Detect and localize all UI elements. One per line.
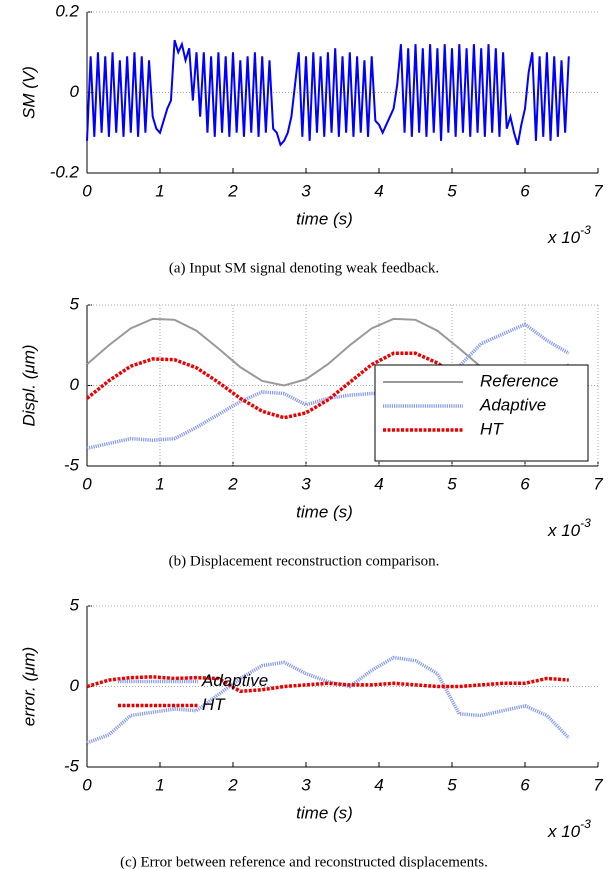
y-tick-label: 0 <box>70 82 80 101</box>
x-tick-label: 4 <box>374 474 383 493</box>
x-scale-text: x 10 <box>547 228 581 247</box>
series-line <box>86 322 570 450</box>
x-scale-text: x 10 <box>547 822 581 841</box>
x-tick-label: 0 <box>82 474 92 493</box>
y-tick-label: 0 <box>70 676 80 695</box>
x-tick-label: 5 <box>447 181 457 200</box>
x-tick-label: 5 <box>447 775 457 794</box>
y-tick-label: -0.2 <box>50 162 80 181</box>
x-tick-label: 7 <box>593 181 603 200</box>
x-tick-label: 0 <box>82 775 92 794</box>
x-tick-label: 4 <box>374 181 383 200</box>
x-scale-label: x 10-3 <box>547 817 591 841</box>
y-tick-label: 0 <box>70 375 80 394</box>
series-line <box>86 39 570 147</box>
x-scale-label: x 10-3 <box>547 223 591 247</box>
x-scale-text: x 10 <box>547 521 581 540</box>
y-axis-label: Displ. (μm) <box>19 344 38 426</box>
legend-label: Adaptive <box>201 671 268 690</box>
y-tick-label: -5 <box>64 756 80 775</box>
x-tick-label: 1 <box>155 181 164 200</box>
series-line <box>85 351 483 420</box>
caption: (c) Error between reference and reconstr… <box>120 854 488 869</box>
x-tick-label: 1 <box>155 775 164 794</box>
x-tick-label: 2 <box>227 181 238 200</box>
x-tick-label: 1 <box>155 474 164 493</box>
x-axis-label: time (s) <box>296 803 353 822</box>
x-scale-exponent: -3 <box>580 516 591 530</box>
y-axis-label: SM (V) <box>19 66 38 119</box>
x-scale-exponent: -3 <box>580 817 591 831</box>
x-tick-label: 7 <box>593 474 603 493</box>
x-axis-label: time (s) <box>296 502 353 521</box>
y-tick-label: 5 <box>70 595 80 614</box>
legend-label: Adaptive <box>479 395 546 414</box>
series-line <box>86 675 569 694</box>
x-axis-label: time (s) <box>296 209 353 228</box>
y-tick-label: 5 <box>70 294 80 313</box>
x-tick-label: 7 <box>593 775 603 794</box>
caption: (a) Input SM signal denoting weak feedba… <box>169 260 439 276</box>
x-tick-label: 2 <box>227 474 238 493</box>
x-tick-label: 3 <box>301 181 311 200</box>
caption: (b) Displacement reconstruction comparis… <box>169 553 440 569</box>
series-line <box>86 655 571 745</box>
legend-label: HT <box>480 419 504 438</box>
x-scale-exponent: -3 <box>580 223 591 237</box>
x-tick-label: 3 <box>301 474 311 493</box>
x-tick-label: 6 <box>520 181 530 200</box>
x-tick-label: 2 <box>227 775 238 794</box>
y-axis-label: error. (μm) <box>19 647 38 727</box>
x-tick-label: 5 <box>447 474 457 493</box>
legend-label: Reference <box>480 371 558 390</box>
y-tick-label: 0.2 <box>55 1 79 20</box>
x-tick-label: 4 <box>374 775 383 794</box>
x-tick-label: 6 <box>520 474 530 493</box>
x-scale-label: x 10-3 <box>547 516 591 540</box>
legend-label: HT <box>202 695 226 714</box>
x-tick-label: 6 <box>520 775 530 794</box>
y-tick-label: -5 <box>64 455 80 474</box>
x-tick-label: 0 <box>82 181 92 200</box>
x-tick-label: 3 <box>301 775 311 794</box>
